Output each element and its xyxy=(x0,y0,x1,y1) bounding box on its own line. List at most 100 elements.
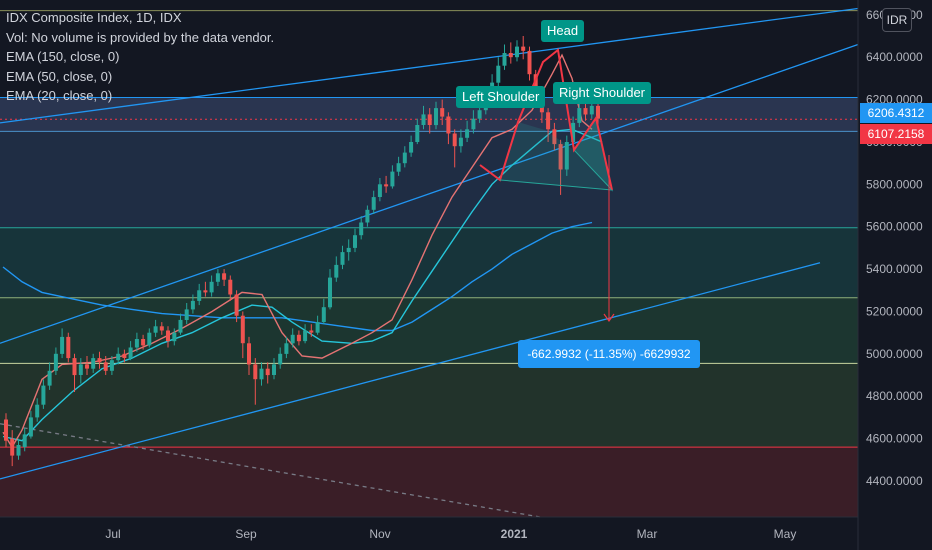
chart-title[interactable]: IDX Composite Index, 1D, IDX xyxy=(6,10,182,25)
candle-body[interactable] xyxy=(315,322,320,333)
head-shoulders-pattern[interactable] xyxy=(479,48,613,192)
candle-body[interactable] xyxy=(278,353,283,365)
candle-body[interactable] xyxy=(103,362,108,371)
candle-body[interactable] xyxy=(284,343,289,354)
trendline-1[interactable] xyxy=(0,43,859,344)
candle-body[interactable] xyxy=(203,290,208,293)
candle-body[interactable] xyxy=(552,129,557,145)
candle-body[interactable] xyxy=(328,277,332,308)
candle-body[interactable] xyxy=(515,46,519,58)
candle-body[interactable] xyxy=(85,364,89,369)
candle-body[interactable] xyxy=(558,144,563,170)
candle-body[interactable] xyxy=(321,307,326,322)
candle-body[interactable] xyxy=(41,385,46,405)
candle-body[interactable] xyxy=(147,332,152,346)
candle-body[interactable] xyxy=(471,118,476,130)
indicator-ema150[interactable]: EMA (150, close, 0) xyxy=(6,49,120,64)
candle-body[interactable] xyxy=(28,417,33,437)
label-head[interactable]: Head xyxy=(541,20,585,42)
candle-body[interactable] xyxy=(222,273,227,280)
candle-body[interactable] xyxy=(371,197,376,210)
candle-body[interactable] xyxy=(141,339,146,346)
candle-body[interactable] xyxy=(390,171,395,187)
trendline-0[interactable] xyxy=(0,7,859,124)
currency-badge[interactable]: IDR xyxy=(882,8,912,32)
candle-body[interactable] xyxy=(259,368,264,380)
candle-body[interactable] xyxy=(72,358,77,376)
candle-body[interactable] xyxy=(10,438,15,456)
candle-body[interactable] xyxy=(502,53,507,66)
candle-body[interactable] xyxy=(97,358,102,363)
candle-body[interactable] xyxy=(583,108,588,115)
candle-body[interactable] xyxy=(396,163,401,172)
candle-body[interactable] xyxy=(533,74,538,96)
candle-body[interactable] xyxy=(402,152,407,164)
candle-body[interactable] xyxy=(508,53,513,58)
candle-body[interactable] xyxy=(197,290,202,301)
candle-body[interactable] xyxy=(434,108,438,126)
candle-body[interactable] xyxy=(60,336,65,354)
candle-body[interactable] xyxy=(4,419,8,441)
candle-body[interactable] xyxy=(35,404,40,418)
candle-body[interactable] xyxy=(228,279,233,295)
candle-body[interactable] xyxy=(465,129,470,138)
candle-body[interactable] xyxy=(596,105,600,119)
candle-body[interactable] xyxy=(159,326,164,331)
candle-body[interactable] xyxy=(240,315,245,344)
candle-body[interactable] xyxy=(116,353,121,361)
candle-body[interactable] xyxy=(190,300,195,310)
trendline-3[interactable] xyxy=(0,423,541,518)
candle-body[interactable] xyxy=(265,368,270,376)
candle-body[interactable] xyxy=(166,330,170,342)
indicator-ema50[interactable]: EMA (50, close, 0) xyxy=(6,68,113,84)
candle-body[interactable] xyxy=(234,294,239,316)
candle-body[interactable] xyxy=(184,309,189,320)
candle-body[interactable] xyxy=(496,65,501,83)
candle-body[interactable] xyxy=(384,184,389,187)
candle-body[interactable] xyxy=(78,364,83,375)
candle-body[interactable] xyxy=(546,112,551,130)
candle-body[interactable] xyxy=(296,334,301,342)
candle-body[interactable] xyxy=(589,105,594,115)
candle-body[interactable] xyxy=(22,434,27,448)
indicator-ema20[interactable]: EMA (20, close, 0) xyxy=(6,88,113,103)
candle-body[interactable] xyxy=(409,142,414,153)
candle-body[interactable] xyxy=(415,125,420,142)
candle-body[interactable] xyxy=(47,370,52,386)
candle-body[interactable] xyxy=(427,114,432,125)
candle-body[interactable] xyxy=(91,358,96,369)
candle-body[interactable] xyxy=(178,319,183,333)
label-left-shoulder[interactable]: Left Shoulder xyxy=(456,86,546,108)
candle-body[interactable] xyxy=(247,343,251,365)
label-right-shoulder[interactable]: Right Shoulder xyxy=(553,82,651,104)
candle-body[interactable] xyxy=(421,114,426,125)
candle-body[interactable] xyxy=(122,353,127,358)
candle-body[interactable] xyxy=(564,142,569,170)
candle-body[interactable] xyxy=(446,116,451,134)
candle-body[interactable] xyxy=(172,332,177,342)
candle-body[interactable] xyxy=(309,330,314,333)
candle-body[interactable] xyxy=(272,364,276,375)
candle-body[interactable] xyxy=(577,108,582,123)
candle-body[interactable] xyxy=(128,347,133,359)
candle-body[interactable] xyxy=(340,252,345,265)
candle-body[interactable] xyxy=(153,326,158,333)
trendline-2[interactable] xyxy=(0,262,821,480)
candle-body[interactable] xyxy=(334,264,339,278)
candle-body[interactable] xyxy=(303,330,308,342)
candle-body[interactable] xyxy=(109,360,114,371)
candle-body[interactable] xyxy=(346,247,351,253)
candle-body[interactable] xyxy=(134,339,139,348)
candle-body[interactable] xyxy=(253,364,258,380)
candle-body[interactable] xyxy=(53,353,58,371)
candle-body[interactable] xyxy=(440,108,445,117)
candle-body[interactable] xyxy=(290,334,295,344)
candle-body[interactable] xyxy=(458,137,463,147)
candle-body[interactable] xyxy=(66,336,71,359)
candle-body[interactable] xyxy=(571,122,576,142)
candle-body[interactable] xyxy=(477,110,482,119)
candle-body[interactable] xyxy=(359,222,364,236)
candle-body[interactable] xyxy=(377,184,382,197)
candle-body[interactable] xyxy=(353,235,357,248)
candle-body[interactable] xyxy=(209,281,214,293)
